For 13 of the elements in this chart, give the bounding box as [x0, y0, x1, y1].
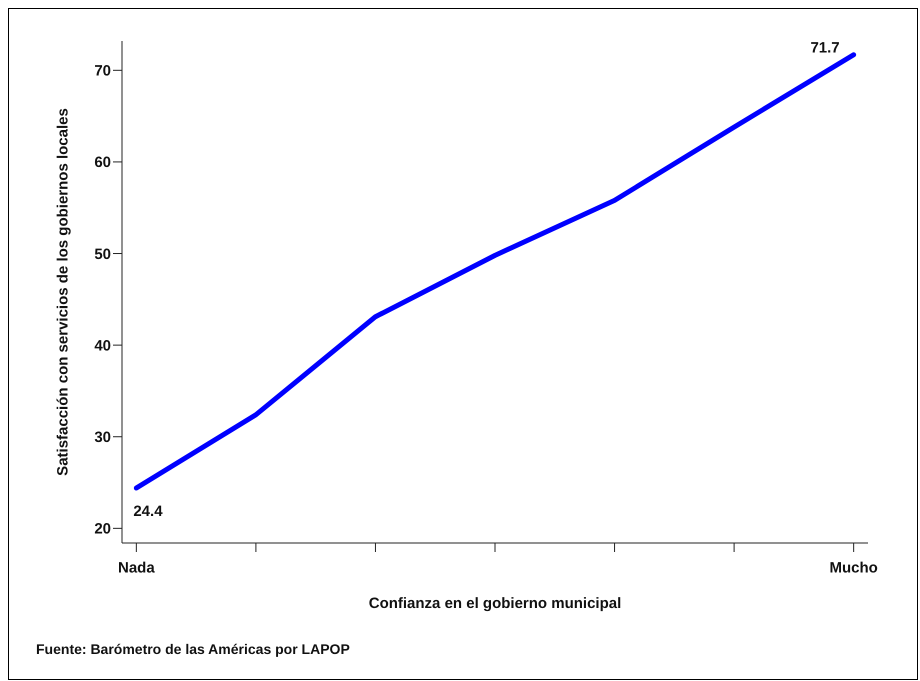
- x-tick-label: Mucho: [829, 560, 878, 577]
- y-axis-title: Satisfacción con servicios de los gobiernos locales: [54, 108, 72, 476]
- y-tick-label: 20: [94, 520, 111, 538]
- data-label: 71.7: [810, 40, 840, 57]
- data-label: 24.4: [133, 503, 164, 520]
- y-tick-label: 70: [94, 62, 111, 80]
- y-tick-label: 50: [94, 246, 111, 263]
- x-axis-title: Confianza en el gobierno municipal: [368, 595, 622, 612]
- y-tick-label: 60: [94, 154, 111, 172]
- y-tick-label: 30: [94, 429, 111, 446]
- x-tick-label: Nada: [118, 560, 156, 577]
- y-tick-label: 40: [94, 337, 111, 354]
- source-note: Fuente: Barómetro de las Américas por LAPOP: [36, 641, 350, 657]
